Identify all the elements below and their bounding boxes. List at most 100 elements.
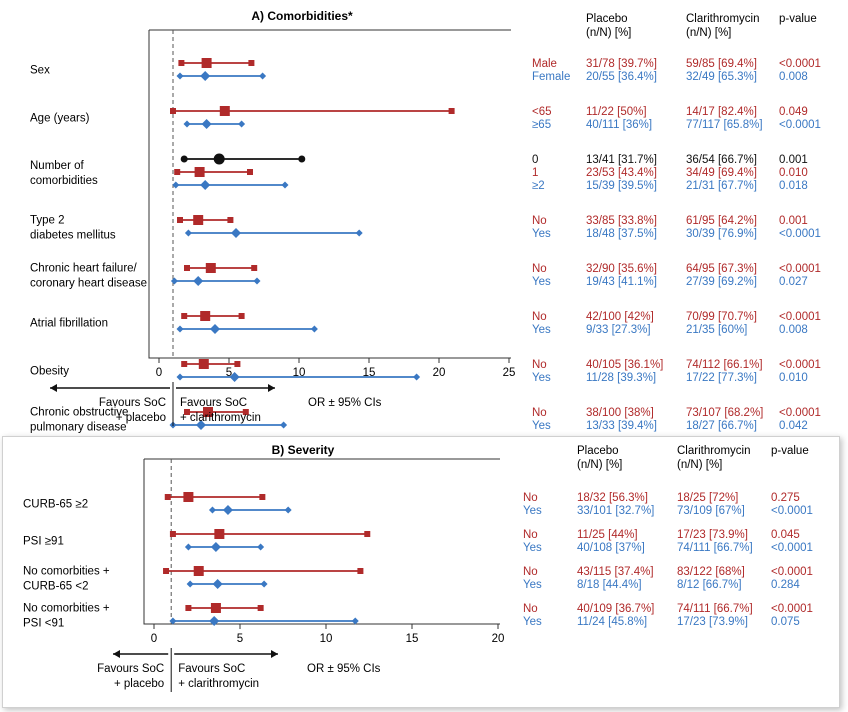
ci-end-marker	[172, 181, 180, 189]
ci-end-marker	[448, 108, 455, 114]
ci-end-marker	[234, 361, 241, 367]
x-tick-label: 0	[156, 367, 162, 379]
subgroup-label: ≥65	[532, 119, 551, 131]
arrow-head-left	[113, 650, 120, 658]
p-value: 0.001	[779, 215, 808, 227]
odds-ratio-point	[210, 324, 220, 334]
x-tick-label: 15	[363, 367, 376, 379]
ci-end-marker	[184, 229, 192, 237]
subgroup-label: No	[532, 407, 547, 419]
odds-ratio-point	[200, 311, 211, 321]
p-value: 0.049	[779, 106, 808, 118]
odds-ratio-point	[212, 579, 223, 589]
odds-ratio-point	[213, 153, 225, 165]
p-value: <0.0001	[779, 263, 821, 275]
ci-end-marker	[284, 506, 292, 514]
x-tick-label: 20	[492, 633, 505, 645]
ci-end-marker	[280, 421, 288, 429]
ci-end-marker	[248, 60, 255, 66]
chart-title: B) Severity	[272, 443, 335, 457]
clarithromycin-value: 74/111 [66.7%]	[677, 542, 753, 554]
p-value: 0.275	[771, 492, 800, 504]
ci-end-marker	[169, 617, 177, 625]
plot-frame	[148, 29, 511, 359]
clarithromycin-value: 70/99 [70.7%]	[686, 311, 757, 323]
ci-end-marker	[242, 409, 249, 415]
subgroup-label: No	[523, 529, 538, 541]
group-label: No comorbities + PSI <91	[23, 603, 110, 630]
p-value: 0.010	[779, 167, 808, 179]
subgroup-label: No	[532, 263, 547, 275]
odds-ratio-point	[209, 616, 220, 626]
ci-end-marker	[357, 568, 364, 574]
placebo-value: 32/90 [35.6%]	[586, 263, 657, 275]
ci-end-marker	[310, 325, 318, 333]
p-value: <0.0001	[771, 603, 813, 615]
placebo-value: 11/22 [50%]	[586, 106, 647, 118]
forest-plot-comorbidities: A) Comorbidities* Placebo (n/N) [%] Clarith…	[30, 9, 821, 434]
ci-end-marker	[298, 155, 306, 163]
p-value: 0.045	[771, 529, 800, 541]
arrow-head-left	[50, 384, 57, 392]
ci-end-marker	[238, 120, 246, 128]
favours-clarithromycin-label: Favours SoC + clarithromycin	[178, 663, 259, 690]
odds-ratio-point	[210, 603, 221, 613]
placebo-value: 18/48 [37.5%]	[586, 228, 657, 240]
ci-end-marker	[238, 313, 245, 319]
ci-end-marker	[180, 155, 188, 163]
odds-ratio-point	[198, 359, 209, 369]
x-tick-label: 15	[406, 633, 419, 645]
subgroup-label: ≥2	[532, 180, 545, 192]
odds-ratio-point	[205, 263, 216, 273]
placebo-value: 23/53 [43.4%]	[586, 167, 657, 179]
ci-end-marker	[177, 217, 183, 223]
clarithromycin-value: 14/17 [82.4%]	[686, 106, 757, 118]
group-label: Obesity	[30, 366, 69, 378]
group-label: Atrial fibrillation	[30, 318, 108, 330]
ci-end-marker	[184, 409, 190, 415]
ci-end-marker	[281, 181, 289, 189]
plot-frame	[143, 458, 500, 625]
clarithromycin-value: 73/109 [67%]	[677, 505, 745, 517]
placebo-value: 40/105 [36.1%]	[586, 359, 663, 371]
clarithromycin-value: 64/95 [67.3%]	[686, 263, 757, 275]
ci-end-marker	[181, 313, 188, 319]
clarithromycin-value: 32/49 [65.3%]	[686, 71, 757, 83]
group-label: PSI ≥91	[23, 536, 64, 548]
x-axis-label: OR ± 95% CIs	[307, 663, 381, 675]
clarithromycin-value: 74/111 [66.7%]	[677, 603, 753, 615]
subgroup-label: Male	[532, 58, 557, 70]
p-value: 0.008	[779, 324, 808, 336]
clarithromycin-value: 21/35 [60%]	[686, 324, 747, 336]
odds-ratio-point	[193, 215, 204, 225]
placebo-value: 18/32 [56.3%]	[577, 492, 648, 504]
group-label: Chronic heart failure/coronary heart dis…	[30, 263, 147, 290]
column-header-pvalue: p-value	[779, 13, 817, 25]
clarithromycin-value: 77/117 [65.8%]	[686, 119, 763, 131]
subgroup-label: 0	[532, 154, 538, 166]
ci-end-marker	[163, 568, 170, 574]
p-value: 0.027	[779, 276, 808, 288]
x-tick-label: 0	[151, 633, 157, 645]
subgroup-label: Yes	[532, 228, 551, 240]
ci-end-marker	[169, 531, 176, 537]
arrow-head-right	[268, 384, 275, 392]
placebo-value: 33/85 [33.8%]	[586, 215, 657, 227]
p-value: 0.018	[779, 180, 808, 192]
odds-ratio-point	[201, 119, 212, 129]
ci-end-marker	[184, 265, 190, 271]
favours-placebo-label: Favours SoC + placebo	[97, 663, 164, 690]
placebo-value: 43/115 [37.4%]	[577, 566, 654, 578]
subgroup-label: <65	[532, 106, 552, 118]
placebo-value: 13/41 [31.7%]	[586, 154, 657, 166]
placebo-value: 38/100 [38%]	[586, 407, 654, 419]
ci-end-marker	[178, 60, 185, 66]
subgroup-label: Yes	[523, 579, 542, 591]
placebo-value: 40/108 [37%]	[577, 542, 645, 554]
p-value: <0.0001	[779, 119, 821, 131]
group-label: Number of comorbidities	[30, 160, 98, 187]
placebo-value: 19/43 [41.1%]	[586, 276, 657, 288]
odds-ratio-point	[200, 180, 211, 190]
ci-end-marker	[184, 543, 192, 551]
ci-end-marker	[176, 72, 184, 80]
